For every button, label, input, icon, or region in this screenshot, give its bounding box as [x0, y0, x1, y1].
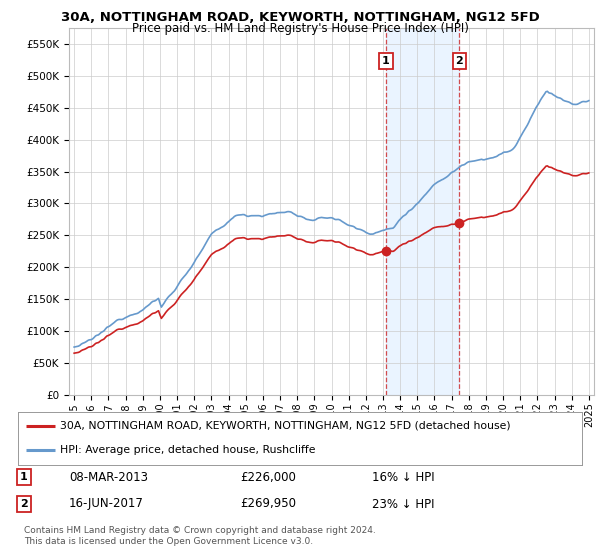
Text: 16% ↓ HPI: 16% ↓ HPI [372, 470, 434, 484]
Text: 16-JUN-2017: 16-JUN-2017 [69, 497, 144, 511]
Text: 30A, NOTTINGHAM ROAD, KEYWORTH, NOTTINGHAM, NG12 5FD (detached house): 30A, NOTTINGHAM ROAD, KEYWORTH, NOTTINGH… [60, 421, 511, 431]
Text: Price paid vs. HM Land Registry's House Price Index (HPI): Price paid vs. HM Land Registry's House … [131, 22, 469, 35]
Text: 1: 1 [20, 472, 28, 482]
Text: 23% ↓ HPI: 23% ↓ HPI [372, 497, 434, 511]
Text: Contains HM Land Registry data © Crown copyright and database right 2024.
This d: Contains HM Land Registry data © Crown c… [24, 526, 376, 546]
Text: HPI: Average price, detached house, Rushcliffe: HPI: Average price, detached house, Rush… [60, 445, 316, 455]
Text: 2: 2 [455, 56, 463, 66]
Text: £226,000: £226,000 [240, 470, 296, 484]
Text: 1: 1 [382, 56, 390, 66]
Bar [386, 28, 460, 395]
Text: 30A, NOTTINGHAM ROAD, KEYWORTH, NOTTINGHAM, NG12 5FD: 30A, NOTTINGHAM ROAD, KEYWORTH, NOTTINGH… [61, 11, 539, 24]
Text: 2: 2 [20, 499, 28, 509]
Text: 08-MAR-2013: 08-MAR-2013 [69, 470, 148, 484]
Text: £269,950: £269,950 [240, 497, 296, 511]
